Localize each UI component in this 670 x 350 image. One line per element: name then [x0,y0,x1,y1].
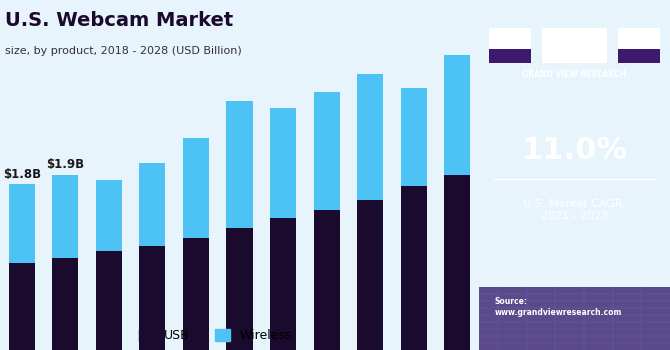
FancyBboxPatch shape [488,28,531,63]
Bar [314,92,340,210]
Bar [9,184,35,262]
Bar [401,186,427,350]
FancyBboxPatch shape [618,49,661,63]
Text: GRAND VIEW RESEARCH: GRAND VIEW RESEARCH [523,70,626,79]
Bar [96,180,122,251]
Legend: USB, Wireless: USB, Wireless [134,324,297,347]
FancyBboxPatch shape [618,28,661,63]
FancyBboxPatch shape [542,28,607,63]
Bar [9,262,35,350]
Bar [357,74,383,200]
Bar [52,258,78,350]
Bar [444,55,470,175]
Text: $1.9B: $1.9B [46,158,84,171]
FancyBboxPatch shape [479,287,670,350]
Text: Source:
www.grandviewresearch.com: Source: www.grandviewresearch.com [494,298,622,317]
Bar [270,108,296,218]
Bar [96,251,122,350]
Bar [183,138,209,238]
Bar [444,175,470,350]
Text: 11.0%: 11.0% [521,136,628,165]
Bar [183,238,209,350]
Text: size, by product, 2018 - 2028 (USD Billion): size, by product, 2018 - 2028 (USD Billi… [5,46,242,56]
Text: U.S. Market CAGR,
2021 - 2028: U.S. Market CAGR, 2021 - 2028 [523,199,626,221]
Bar [139,163,165,246]
Text: $1.8B: $1.8B [3,168,41,181]
Bar [314,210,340,350]
FancyBboxPatch shape [488,49,531,63]
Bar [270,218,296,350]
Bar [357,200,383,350]
Text: U.S. Webcam Market: U.S. Webcam Market [5,10,233,29]
Bar [52,175,78,258]
Bar [401,88,427,186]
Polygon shape [551,28,598,63]
Bar [226,101,253,229]
Bar [226,229,253,350]
Bar [139,246,165,350]
